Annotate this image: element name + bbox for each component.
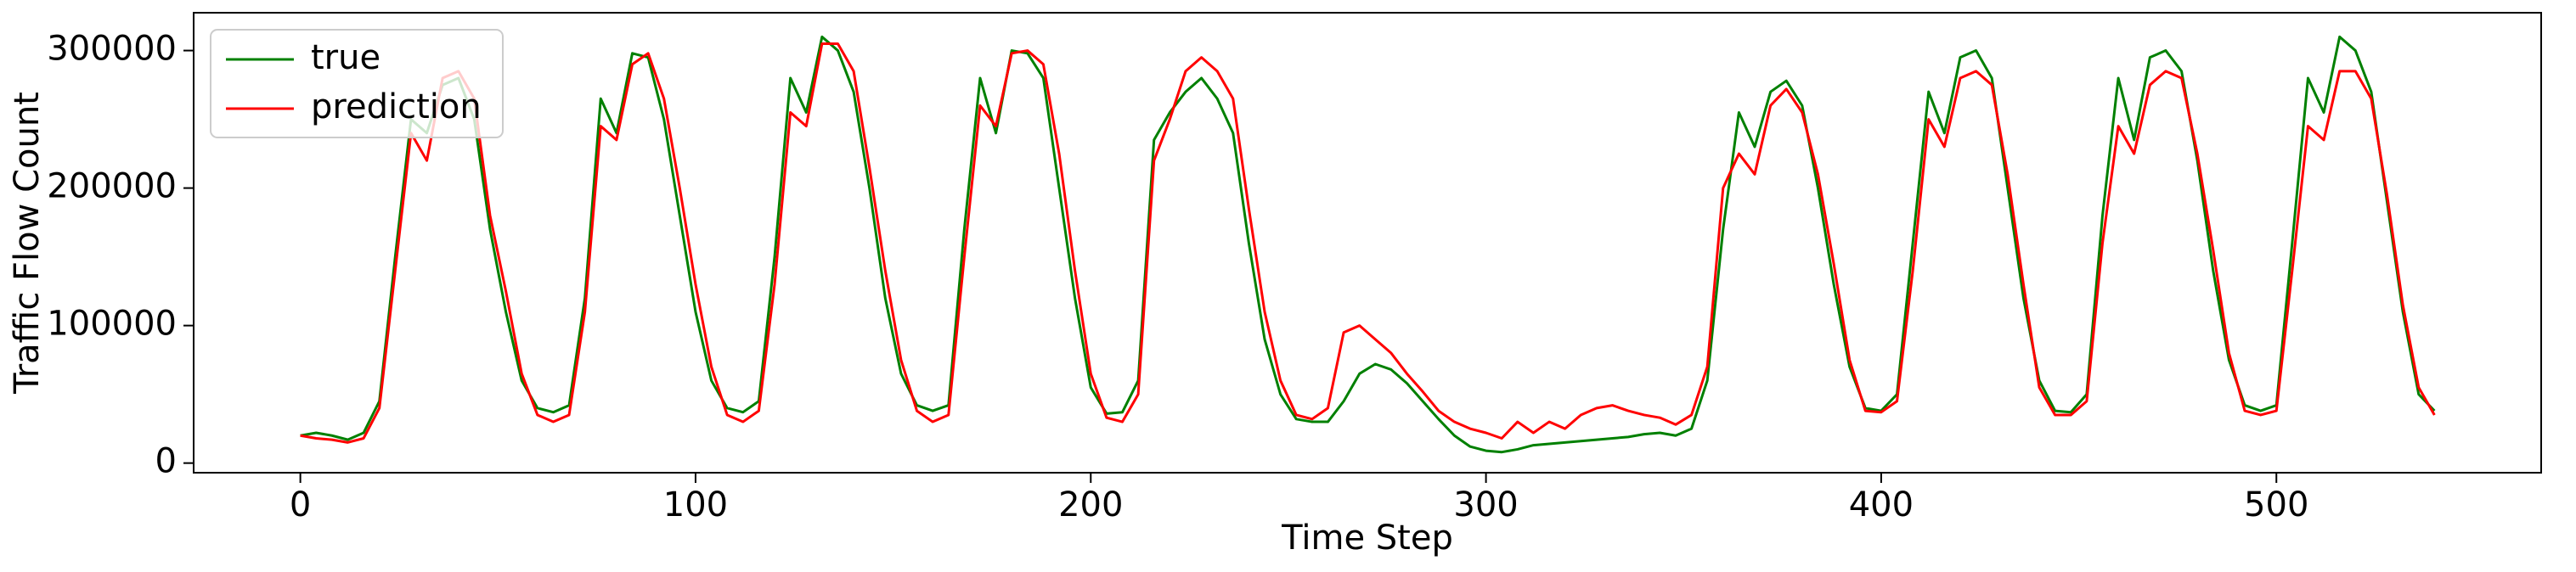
y-tick-label: 200000 (47, 167, 177, 206)
x-tick-label: 300 (1453, 485, 1518, 524)
plot-frame (193, 12, 2542, 474)
x-tick-label: 500 (2244, 485, 2308, 524)
legend-label: true (311, 38, 380, 77)
x-axis-label: Time Step (1281, 519, 1453, 558)
x-tick-label: 100 (663, 485, 728, 524)
y-tick-label: 0 (155, 442, 177, 481)
series-line (300, 35, 2436, 454)
legend-label: prediction (311, 87, 482, 126)
x-tick-label: 0 (290, 485, 311, 524)
x-tick-label: 400 (1849, 485, 1914, 524)
y-tick-label: 100000 (47, 305, 177, 344)
x-tick-label: 200 (1058, 485, 1123, 524)
series-line (300, 42, 2436, 444)
y-tick-label: 300000 (47, 30, 177, 69)
y-axis-label: Traffic Flow Count (8, 92, 47, 395)
legend-box (210, 29, 504, 138)
